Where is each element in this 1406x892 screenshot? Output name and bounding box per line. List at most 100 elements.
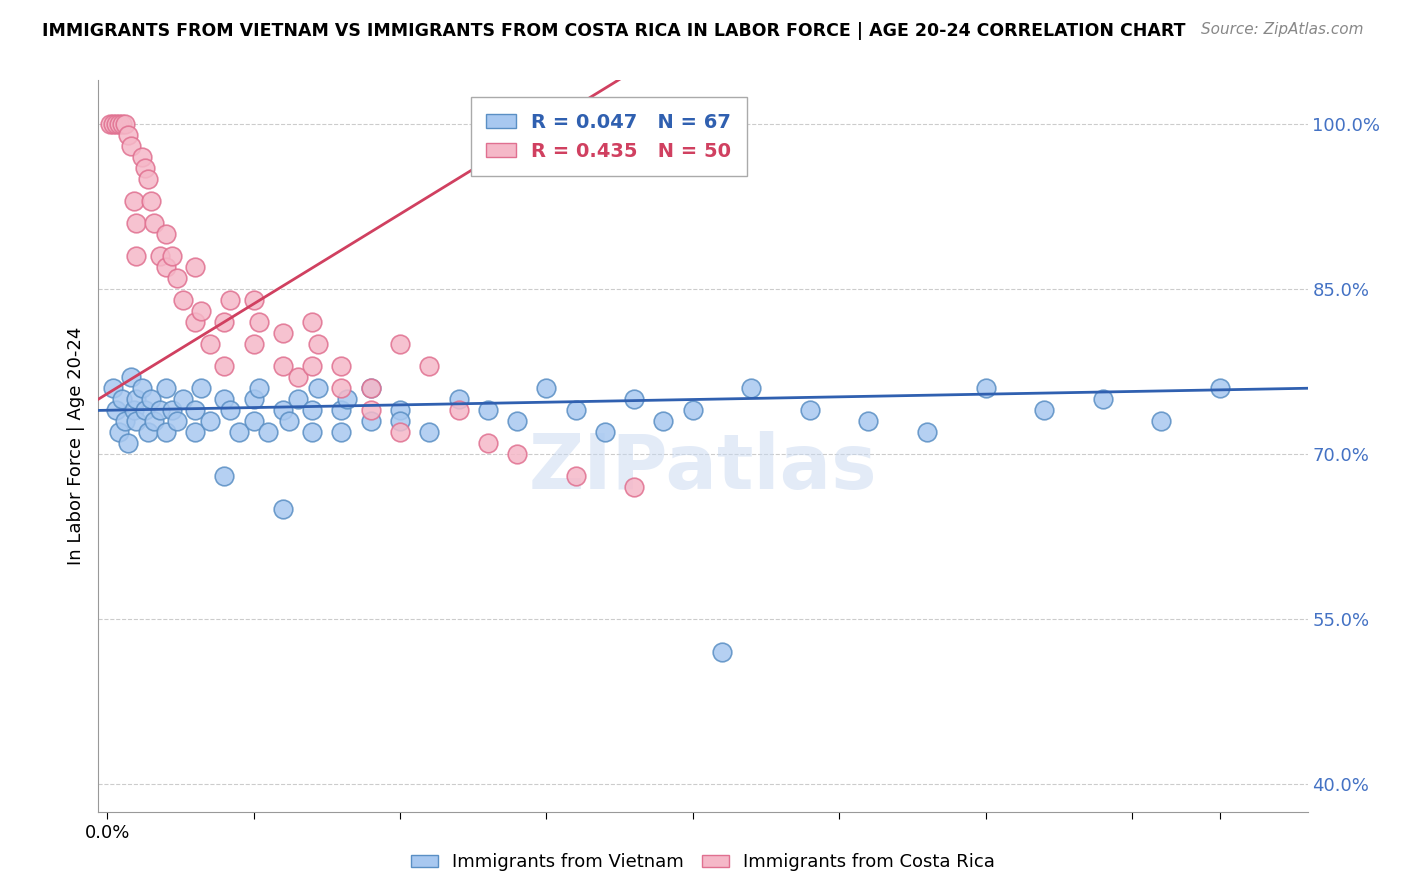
Point	[277, 414, 299, 428]
Point	[360, 403, 382, 417]
Point	[301, 425, 323, 440]
Point	[330, 425, 353, 440]
Point	[249, 315, 271, 329]
Point	[506, 447, 529, 461]
Point	[104, 117, 127, 131]
Point	[198, 414, 221, 428]
Point	[388, 425, 411, 440]
Point	[506, 414, 529, 428]
Point	[108, 117, 131, 131]
Point	[122, 194, 145, 209]
Point	[214, 469, 236, 483]
Point	[125, 414, 148, 428]
Point	[336, 392, 359, 407]
Point	[155, 381, 177, 395]
Point	[160, 249, 183, 263]
Point	[447, 392, 470, 407]
Point	[214, 315, 236, 329]
Point	[184, 425, 207, 440]
Point	[1209, 381, 1232, 395]
Point	[190, 304, 212, 318]
Point	[219, 403, 242, 417]
Point	[418, 425, 440, 440]
Point	[149, 249, 172, 263]
Point	[799, 403, 821, 417]
Point	[134, 403, 156, 417]
Point	[155, 425, 177, 440]
Point	[114, 117, 136, 131]
Point	[564, 469, 586, 483]
Point	[307, 381, 329, 395]
Point	[125, 392, 148, 407]
Point	[136, 172, 159, 186]
Point	[536, 381, 558, 395]
Point	[593, 425, 616, 440]
Point	[564, 403, 586, 417]
Point	[447, 403, 470, 417]
Point	[120, 370, 142, 384]
Point	[166, 414, 188, 428]
Y-axis label: In Labor Force | Age 20-24: In Labor Force | Age 20-24	[66, 326, 84, 566]
Point	[388, 403, 411, 417]
Point	[149, 403, 172, 417]
Point	[190, 381, 212, 395]
Text: Source: ZipAtlas.com: Source: ZipAtlas.com	[1201, 22, 1364, 37]
Point	[858, 414, 880, 428]
Point	[98, 117, 121, 131]
Point	[155, 260, 177, 275]
Point	[287, 370, 309, 384]
Legend: Immigrants from Vietnam, Immigrants from Costa Rica: Immigrants from Vietnam, Immigrants from…	[404, 847, 1002, 879]
Point	[1033, 403, 1056, 417]
Point	[623, 480, 645, 494]
Point	[388, 337, 411, 351]
Point	[360, 414, 382, 428]
Point	[139, 194, 162, 209]
Point	[477, 436, 499, 450]
Point	[172, 392, 194, 407]
Point	[301, 403, 323, 417]
Point	[166, 271, 188, 285]
Point	[114, 414, 136, 428]
Point	[652, 414, 675, 428]
Point	[271, 359, 294, 374]
Point	[360, 381, 382, 395]
Point	[477, 403, 499, 417]
Point	[134, 161, 156, 176]
Point	[104, 403, 127, 417]
Point	[120, 139, 142, 153]
Point	[143, 216, 166, 230]
Point	[287, 392, 309, 407]
Point	[131, 150, 153, 164]
Point	[711, 645, 734, 659]
Point	[214, 392, 236, 407]
Point	[160, 403, 183, 417]
Text: IMMIGRANTS FROM VIETNAM VS IMMIGRANTS FROM COSTA RICA IN LABOR FORCE | AGE 20-24: IMMIGRANTS FROM VIETNAM VS IMMIGRANTS FR…	[42, 22, 1185, 40]
Point	[242, 392, 264, 407]
Point	[301, 359, 323, 374]
Point	[271, 326, 294, 341]
Point	[360, 381, 382, 395]
Text: ZIPatlas: ZIPatlas	[529, 431, 877, 505]
Point	[184, 260, 207, 275]
Point	[219, 293, 242, 308]
Point	[257, 425, 280, 440]
Point	[242, 337, 264, 351]
Point	[388, 414, 411, 428]
Point	[682, 403, 704, 417]
Point	[117, 128, 139, 143]
Point	[125, 249, 148, 263]
Point	[131, 381, 153, 395]
Point	[117, 436, 139, 450]
Point	[111, 392, 134, 407]
Point	[242, 293, 264, 308]
Point	[307, 337, 329, 351]
Point	[122, 403, 145, 417]
Point	[155, 227, 177, 242]
Point	[418, 359, 440, 374]
Point	[271, 403, 294, 417]
Point	[1150, 414, 1173, 428]
Point	[1091, 392, 1114, 407]
Point	[184, 315, 207, 329]
Point	[139, 392, 162, 407]
Point	[242, 414, 264, 428]
